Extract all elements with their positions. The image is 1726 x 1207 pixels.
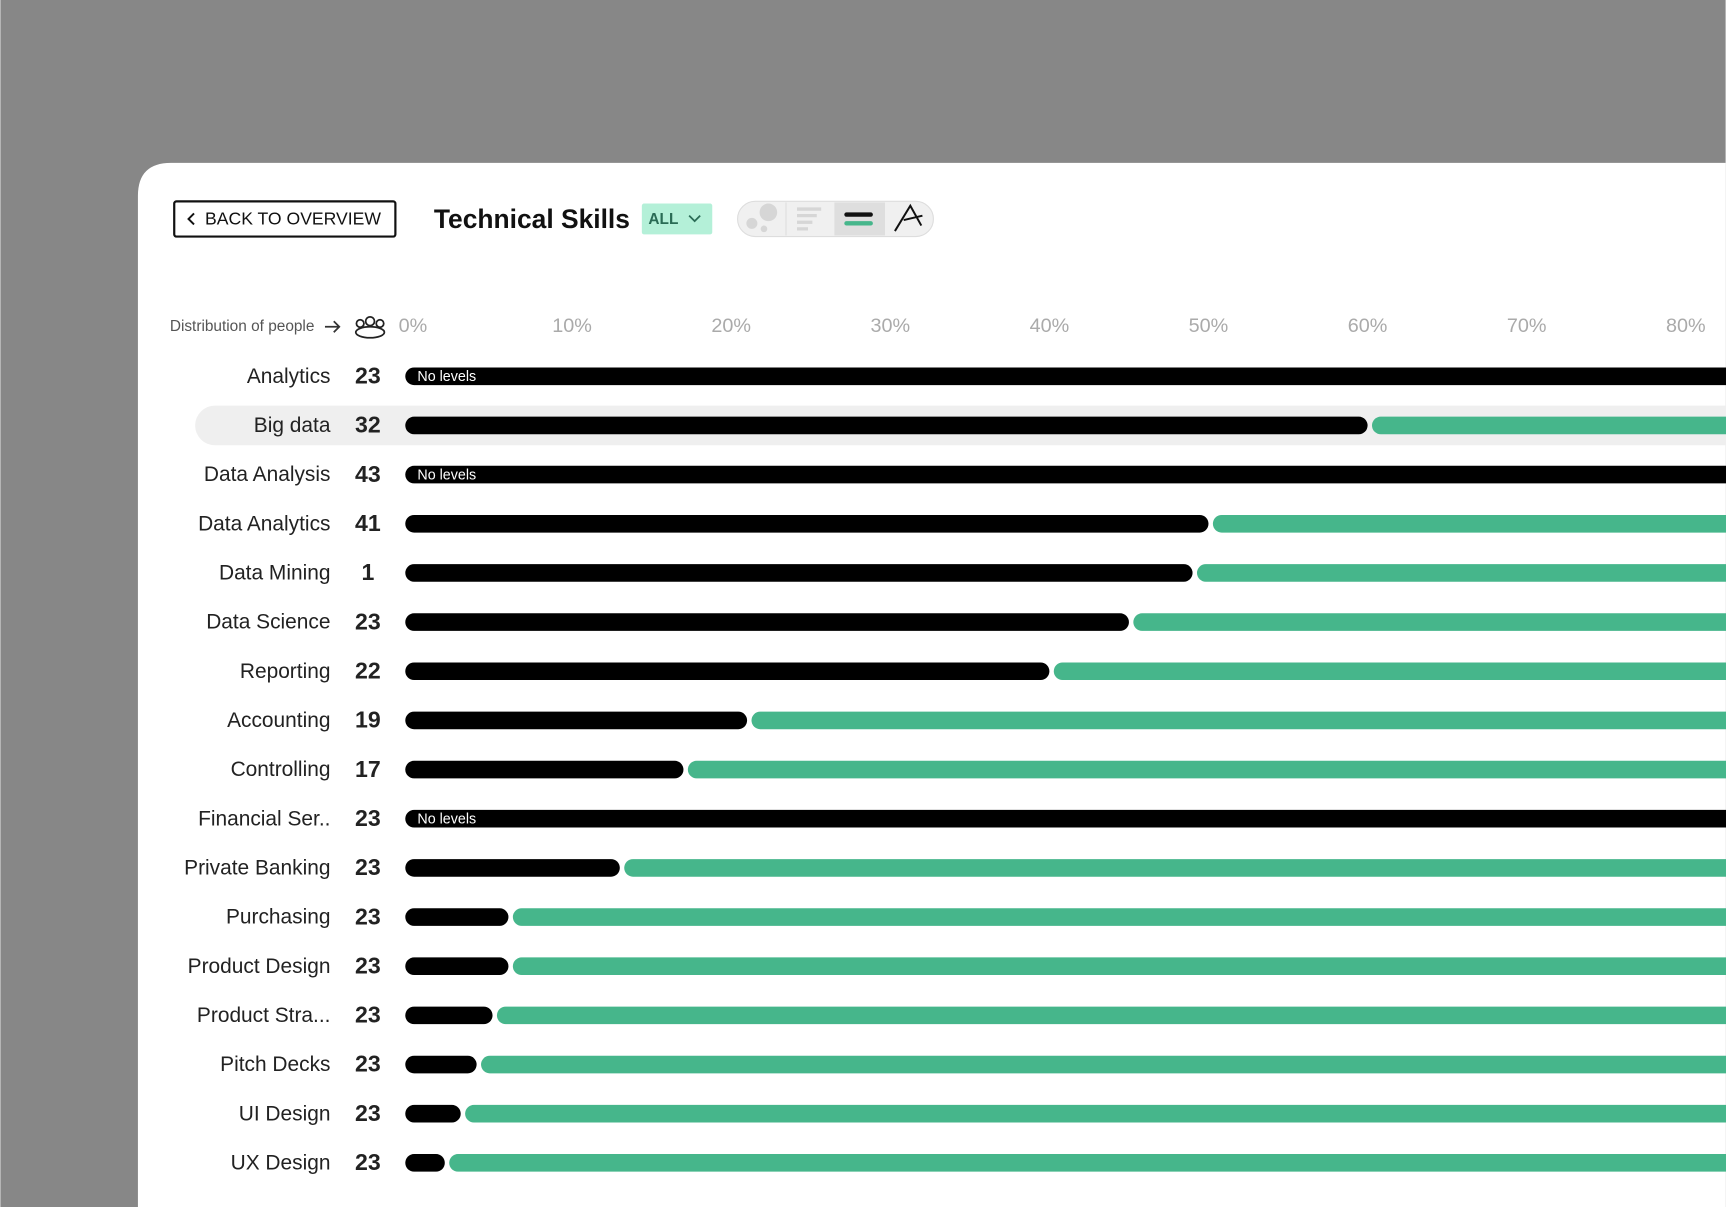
bar-segment <box>624 859 1726 877</box>
row-note: No levels <box>417 812 476 828</box>
category-label: Financial Ser.. <box>198 807 330 830</box>
bar-segment <box>405 711 748 730</box>
bar-segment <box>405 662 1050 681</box>
count-label: 32 <box>355 412 381 438</box>
count-label: 23 <box>355 952 381 978</box>
bar-segment <box>1133 613 1726 631</box>
category-label: Data Mining <box>219 562 330 585</box>
count-label: 23 <box>355 903 381 929</box>
count-label: 23 <box>355 1149 381 1175</box>
count-label: 41 <box>355 510 381 536</box>
page-title: Technical Skills <box>434 204 630 234</box>
bar-segment <box>405 809 1726 828</box>
bar-segment <box>405 416 1368 435</box>
bubble-icon[interactable] <box>759 203 778 222</box>
category-label: Big data <box>254 414 331 437</box>
category-label: Controlling <box>231 758 331 781</box>
bar-segment <box>1212 514 1726 533</box>
bubble-icon-dot <box>760 225 768 233</box>
x-tick-label: 70% <box>1507 315 1547 337</box>
bar-segment <box>1053 662 1726 681</box>
view-toggle[interactable] <box>737 200 934 238</box>
category-label: Analytics <box>247 365 331 388</box>
bar-segment <box>405 514 1209 533</box>
count-label: 23 <box>355 608 381 634</box>
x-tick-label: 30% <box>870 315 910 337</box>
bar-segment <box>512 908 1726 926</box>
category-label: UX Design <box>231 1151 331 1174</box>
bar-segment <box>405 908 509 926</box>
bubble-icon-small <box>746 217 758 229</box>
back-button-label[interactable]: BACK TO OVERVIEW <box>205 209 381 229</box>
x-tick-label: 10% <box>552 315 592 337</box>
category-label: Product Stra... <box>197 1004 331 1027</box>
filter[interactable]: ALL <box>641 203 713 235</box>
flag-icon[interactable] <box>894 203 923 232</box>
category-label: Pitch Decks <box>220 1053 330 1076</box>
bar-segment <box>405 1006 493 1025</box>
count-label: 23 <box>355 805 381 831</box>
x-tick-label: 80% <box>1666 315 1706 337</box>
category-label: Private Banking <box>184 857 330 880</box>
x-tick-label: 0% <box>399 315 428 337</box>
category-label: Data Analytics <box>198 512 330 535</box>
filter-badge[interactable] <box>641 203 713 235</box>
bar-segment <box>405 564 1193 582</box>
row-note: No levels <box>417 467 476 483</box>
count-label: 23 <box>355 363 381 389</box>
toggle-selected[interactable] <box>834 202 886 236</box>
bar-segment <box>1196 564 1726 582</box>
bar-segment <box>405 1104 461 1123</box>
back-button[interactable]: BACK TO OVERVIEW <box>173 200 397 238</box>
bar-segment <box>481 1055 1726 1074</box>
bar-segment <box>687 760 1726 779</box>
axis-label: Distribution of people <box>170 318 315 335</box>
count-label: 23 <box>355 1100 381 1126</box>
arrow-right <box>324 320 341 333</box>
category-label: Accounting <box>227 709 330 732</box>
count-label: 23 <box>355 1002 381 1028</box>
bar-segment <box>405 367 1726 386</box>
bar-segment <box>405 613 1129 631</box>
x-tick-label: 40% <box>1030 315 1070 337</box>
category-label: Data Science <box>206 611 330 634</box>
bar-segment <box>405 1154 445 1172</box>
chevron-down <box>688 215 701 223</box>
bar-segment <box>751 711 1726 730</box>
count-label: 17 <box>355 756 381 782</box>
bar-segment <box>449 1154 1726 1172</box>
bar-segment <box>465 1104 1726 1123</box>
chevron-left <box>187 212 195 226</box>
count-label: 43 <box>355 461 381 487</box>
list-icon[interactable] <box>796 207 822 231</box>
x-tick-label: 20% <box>711 315 751 337</box>
count-label: 22 <box>355 657 381 683</box>
category-label: Reporting <box>240 660 331 683</box>
bar-segment <box>512 957 1726 976</box>
category-label: Product Design <box>188 955 331 978</box>
bar-segment <box>405 957 509 976</box>
count-label: 1 <box>361 559 374 585</box>
people-icon <box>354 315 386 339</box>
bar-segment <box>405 465 1726 484</box>
bar-segment <box>496 1006 1726 1025</box>
back-button-frame[interactable] <box>173 200 397 238</box>
chart: 0% 10% 20% 30% 40% 50% 60% 70% 80% Analytics 23 No … <box>184 315 1726 1175</box>
bar-segment <box>405 760 684 779</box>
bar-segment <box>1371 416 1726 435</box>
x-tick-label: 50% <box>1189 315 1229 337</box>
bar-segment <box>405 1055 477 1074</box>
category-label: Data Analysis <box>204 463 331 486</box>
bar-segment <box>405 859 620 877</box>
x-tick-label: 60% <box>1348 315 1388 337</box>
count-label: 23 <box>355 1051 381 1077</box>
count-label: 23 <box>355 854 381 880</box>
category-label: UI Design <box>239 1102 331 1125</box>
count-label: 19 <box>355 707 381 733</box>
row-note: No levels <box>417 369 476 385</box>
category-label: Purchasing <box>226 906 331 929</box>
filter-label[interactable]: ALL <box>648 211 678 228</box>
